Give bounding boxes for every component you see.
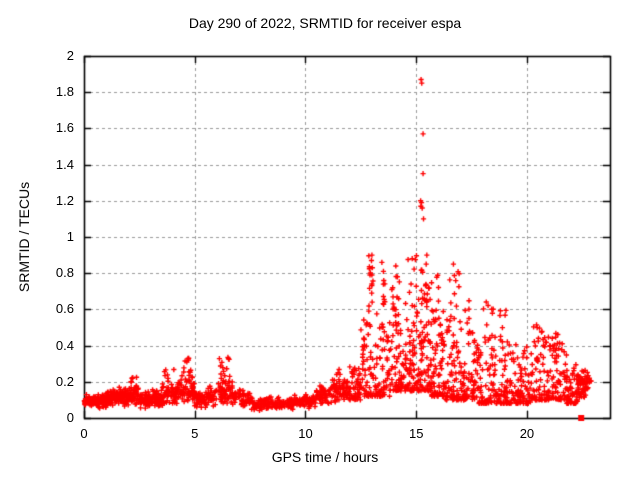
chart: Day 290 of 2022, SRMTID for receiver esp… xyxy=(0,0,640,480)
scatter-plot-canvas xyxy=(0,0,640,480)
